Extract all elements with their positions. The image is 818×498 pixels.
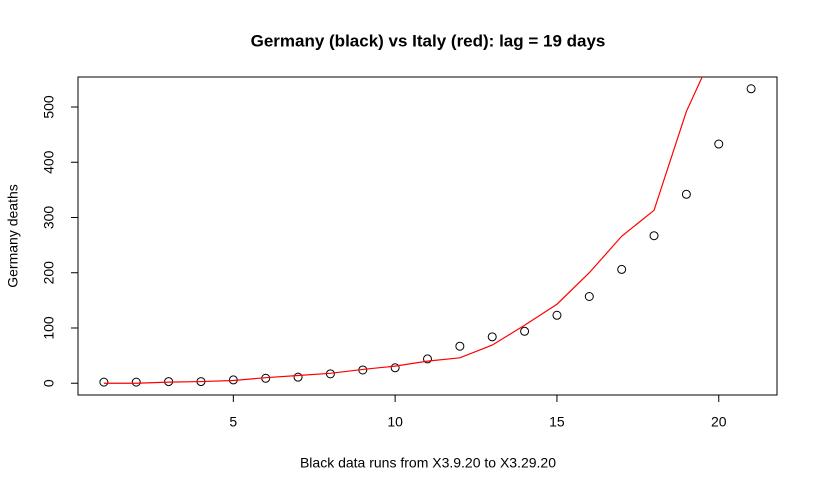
point	[455, 341, 465, 351]
y-tick-label: 200	[41, 261, 57, 285]
x-tick-label: 20	[711, 414, 727, 430]
point	[131, 377, 141, 387]
point	[423, 354, 432, 364]
plot-frame	[77, 76, 778, 396]
point	[293, 372, 303, 382]
y-tick-label: 400	[41, 150, 57, 174]
line	[103, 77, 703, 384]
point	[487, 332, 497, 342]
point	[746, 84, 756, 94]
point	[390, 363, 400, 373]
y-tick-label: 500	[41, 95, 57, 119]
point	[617, 264, 627, 274]
y-tick-label: 100	[41, 316, 57, 340]
y-tick-label: 0	[41, 379, 57, 387]
x-tick-label: 15	[549, 414, 565, 430]
point	[520, 326, 530, 336]
x-tick-label: 5	[229, 414, 237, 430]
point	[714, 139, 724, 149]
point	[99, 377, 109, 387]
y-tick-label: 300	[41, 206, 57, 230]
y-axis-label: Germany deaths	[5, 184, 21, 288]
x-axis-label: Black data runs from X3.9.20 to X3.29.20	[300, 455, 556, 471]
point	[584, 291, 594, 301]
chart-title: Germany (black) vs Italy (red): lag = 19…	[251, 31, 606, 50]
point	[681, 189, 691, 199]
point	[552, 310, 562, 320]
x-tick-label: 10	[387, 414, 403, 430]
point	[649, 231, 659, 241]
